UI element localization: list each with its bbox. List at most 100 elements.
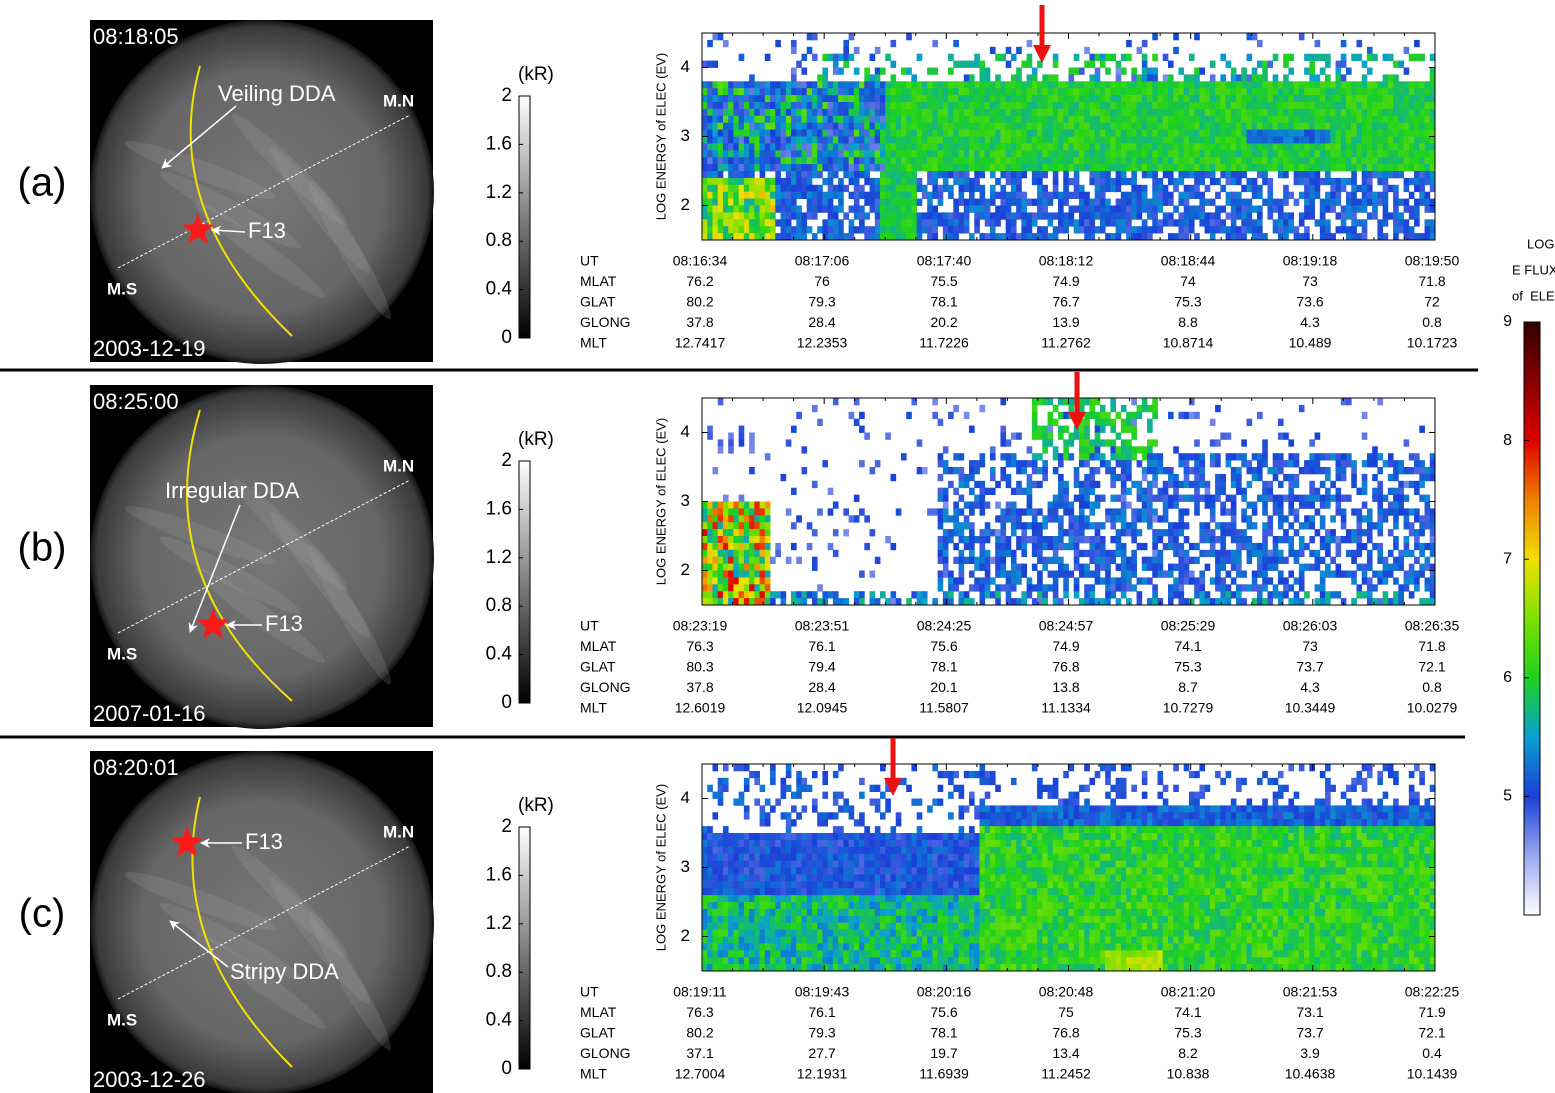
spectrogram-cell bbox=[1377, 164, 1383, 171]
spectrogram-cell bbox=[1367, 54, 1373, 61]
spectrogram-cell bbox=[1304, 178, 1310, 185]
spectrogram-cell bbox=[728, 226, 734, 233]
spectrogram-cell bbox=[964, 102, 970, 109]
spectrogram-cell bbox=[1393, 598, 1399, 605]
spectrogram-cell bbox=[1414, 233, 1420, 240]
spectrogram-cell bbox=[901, 123, 907, 130]
spectrogram-cell bbox=[932, 137, 938, 144]
spectrogram-cell bbox=[1121, 102, 1127, 109]
spectrogram-cell bbox=[1262, 453, 1268, 460]
spectrogram-cell bbox=[744, 557, 750, 564]
spectrogram-cell bbox=[1288, 488, 1294, 495]
spectrogram-cell bbox=[1215, 557, 1221, 564]
spectrogram-cell bbox=[864, 164, 870, 171]
spectrogram-cell bbox=[1142, 405, 1148, 412]
spectrogram-cell bbox=[1042, 515, 1048, 522]
spectrogram-cell bbox=[1058, 157, 1064, 164]
spectrogram-cell bbox=[948, 226, 954, 233]
spectrogram-cell bbox=[744, 564, 750, 571]
spectrogram-cell bbox=[1121, 529, 1127, 536]
spectrogram-cell bbox=[953, 206, 959, 213]
spectrogram-cell bbox=[1425, 109, 1431, 116]
spectrogram-cell bbox=[1131, 88, 1137, 95]
spectrogram-cell bbox=[1042, 206, 1048, 213]
spectrogram-cell bbox=[1168, 467, 1174, 474]
spectrogram-cell bbox=[959, 571, 965, 578]
spectrogram-cell bbox=[733, 212, 739, 219]
spectrogram-cell bbox=[1173, 109, 1179, 116]
spectrogram-cell bbox=[1304, 515, 1310, 522]
spectrogram-cell bbox=[1048, 543, 1054, 550]
spectrogram-cell bbox=[754, 591, 760, 598]
spectrogram-cell bbox=[1121, 550, 1127, 557]
spectrogram-cell bbox=[1409, 529, 1415, 536]
spectrogram-cell bbox=[1377, 488, 1383, 495]
spectrogram-cell bbox=[943, 446, 949, 453]
spectrogram-cell bbox=[943, 143, 949, 150]
spectrogram-cell bbox=[917, 467, 923, 474]
spectrogram-cell bbox=[1388, 54, 1394, 61]
spectrogram-cell bbox=[739, 137, 745, 144]
spectrogram-cell bbox=[1215, 439, 1221, 446]
spectrogram-cell bbox=[1278, 419, 1284, 426]
spectrogram-cell bbox=[864, 143, 870, 150]
spectrogram-cell bbox=[749, 130, 755, 137]
spectrogram-cell bbox=[964, 199, 970, 206]
spectrogram-cell bbox=[1231, 550, 1237, 557]
spectrogram-cell bbox=[781, 206, 787, 213]
spectrogram-cell bbox=[1142, 467, 1148, 474]
spectrogram-cell bbox=[1079, 185, 1085, 192]
spectrogram-cell bbox=[1006, 460, 1012, 467]
spectrogram-cell bbox=[1231, 123, 1237, 130]
spectrogram-cell bbox=[1325, 233, 1331, 240]
spectrogram-cell bbox=[1315, 74, 1321, 81]
spectrogram-cell bbox=[1294, 143, 1300, 150]
spectrogram-cell bbox=[953, 61, 959, 68]
spectrogram-cell bbox=[1173, 577, 1179, 584]
spectrogram-cell bbox=[859, 150, 865, 157]
spectrogram-cell bbox=[1095, 68, 1101, 75]
spectrogram-cell bbox=[1273, 116, 1279, 123]
spectrogram-cell bbox=[765, 123, 771, 130]
spectrogram-cell bbox=[1095, 185, 1101, 192]
spectrogram-cell bbox=[702, 584, 708, 591]
spectrogram-cell bbox=[885, 164, 891, 171]
spectrogram-cell bbox=[1000, 529, 1006, 536]
spectrogram-cell bbox=[760, 584, 766, 591]
spectrogram-cell bbox=[1084, 460, 1090, 467]
spectrogram-cell bbox=[1273, 102, 1279, 109]
spectrogram-cell bbox=[712, 206, 718, 213]
spectrogram-cell bbox=[1257, 143, 1263, 150]
spectrogram-cell bbox=[896, 598, 902, 605]
spectrogram-cell bbox=[765, 157, 771, 164]
spectrogram-cell bbox=[1116, 226, 1122, 233]
spectrogram-cell bbox=[1372, 95, 1378, 102]
spectrogram-cell bbox=[786, 557, 792, 564]
spectrogram-cell bbox=[1226, 226, 1232, 233]
spectrogram-cell bbox=[712, 95, 718, 102]
spectrogram-cell bbox=[1121, 543, 1127, 550]
spectrogram-cell bbox=[1315, 460, 1321, 467]
spectrogram-cell bbox=[1184, 123, 1190, 130]
spectrogram-cell bbox=[1042, 109, 1048, 116]
spectrogram-cell bbox=[1063, 219, 1069, 226]
spectrogram-cell bbox=[959, 474, 965, 481]
spectrogram-cell bbox=[1356, 130, 1362, 137]
spectrogram-cell bbox=[744, 219, 750, 226]
spectrogram-cell bbox=[990, 529, 996, 536]
spectrogram-cell bbox=[1267, 481, 1273, 488]
spectrogram-cell bbox=[1048, 419, 1054, 426]
spectrogram-cell bbox=[1362, 123, 1368, 130]
spectrogram-cell bbox=[1089, 536, 1095, 543]
spectrogram-cell bbox=[1058, 150, 1064, 157]
spectrogram-cell bbox=[953, 102, 959, 109]
spectrogram-cell bbox=[1257, 460, 1263, 467]
spectrogram-cell bbox=[1011, 164, 1017, 171]
spectrogram-cell bbox=[1236, 564, 1242, 571]
spectrogram-cell bbox=[1053, 109, 1059, 116]
spectrogram-cell bbox=[749, 178, 755, 185]
spectrogram-cell bbox=[974, 61, 980, 68]
spectrogram-cell bbox=[1063, 488, 1069, 495]
spectrogram-cell bbox=[1257, 164, 1263, 171]
spectrogram-cell bbox=[843, 109, 849, 116]
